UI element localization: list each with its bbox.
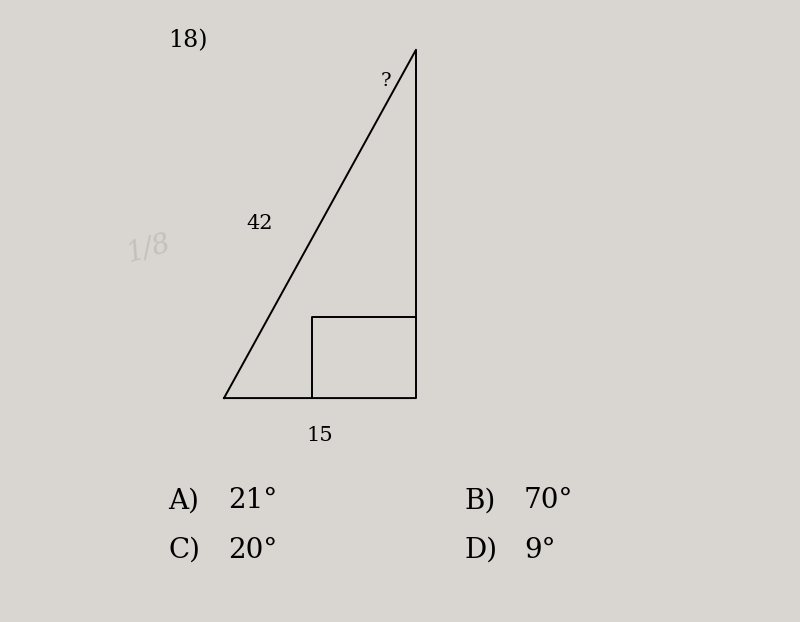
Text: 15: 15 [306, 426, 334, 445]
Text: 21°: 21° [228, 487, 278, 514]
Text: D): D) [464, 537, 497, 564]
Text: 18): 18) [168, 29, 207, 52]
Text: C): C) [168, 537, 200, 564]
Text: 70°: 70° [524, 487, 574, 514]
Text: ?: ? [380, 72, 391, 90]
Text: 1/8: 1/8 [123, 230, 173, 267]
Text: A): A) [168, 487, 199, 514]
Text: 9°: 9° [524, 537, 555, 564]
Text: 20°: 20° [228, 537, 278, 564]
Text: B): B) [464, 487, 495, 514]
Text: 42: 42 [246, 215, 274, 233]
